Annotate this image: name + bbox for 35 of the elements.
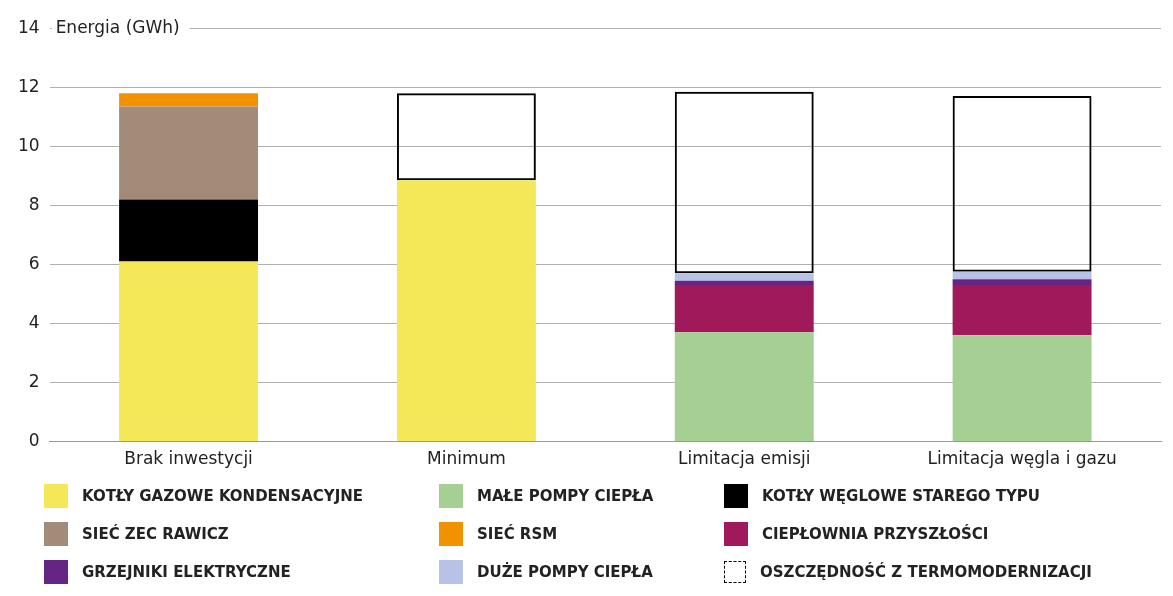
bar (119, 106, 259, 200)
legend-label: KOTŁY GAZOWE KONDENSACYJNE (82, 487, 364, 505)
bar (952, 279, 1092, 286)
legend-label: KOTŁY WĘGLOWE STAREGO TYPU (762, 487, 1041, 505)
legend-label: CIEPŁOWNIA PRZYSZŁOŚCI (762, 525, 989, 543)
y-tick-label: 4 (28, 311, 40, 332)
y-tick-label: 12 (17, 75, 40, 96)
bar (952, 285, 1092, 336)
y-axis-title: Energia (GWh) (55, 16, 180, 37)
legend-label: DUŻE POMPY CIEPŁA (477, 563, 653, 581)
y-tick-label: 10 (17, 134, 40, 155)
bar (119, 199, 259, 262)
legend-label: SIEĆ RSM (477, 525, 558, 543)
bar (674, 285, 814, 333)
legend-label: SIEĆ ZEC RAWICZ (82, 525, 229, 543)
x-tick-label: Brak inwestycji (124, 448, 253, 469)
bar (119, 93, 259, 107)
bar (674, 273, 814, 281)
legend-label: OSZCZĘDNOŚĆ Z TERMOMODERNIZACJI (760, 563, 1092, 581)
bar (952, 335, 1092, 442)
legend-label: GRZEJNIKI ELEKTRYCZNE (82, 563, 291, 581)
bar (119, 261, 259, 442)
y-tick-label: 14 (17, 16, 40, 37)
y-tick-label: 0 (28, 430, 40, 451)
bar (396, 180, 536, 442)
y-tick-label: 2 (28, 370, 40, 391)
bar (674, 332, 814, 442)
y-tick-label: 6 (28, 252, 40, 273)
x-tick-label: Limitacja węgla i gazu (927, 448, 1117, 469)
bar (952, 271, 1092, 280)
bar (674, 280, 814, 286)
x-tick-label: Limitacja emisji (677, 448, 811, 469)
legend-label: MAŁE POMPY CIEPŁA (477, 487, 654, 505)
y-tick-label: 8 (28, 193, 40, 214)
x-tick-label: Minimum (427, 448, 506, 469)
